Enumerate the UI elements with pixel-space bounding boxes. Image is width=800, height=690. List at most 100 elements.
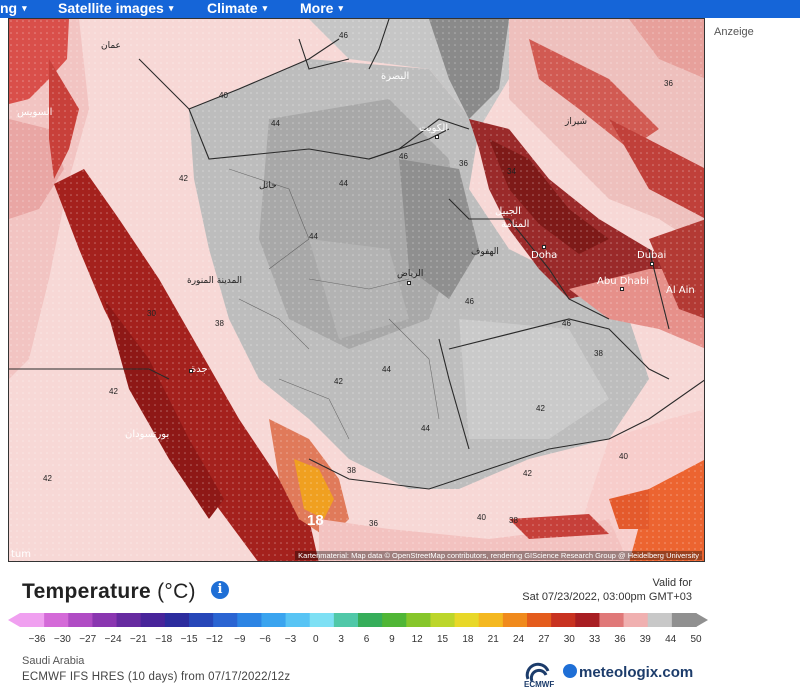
scale-color-step [92,613,118,627]
scale-color-step [44,613,69,627]
temp-value: 42 [179,174,188,183]
city-label: المدينة المنورة [187,276,242,286]
city-label: شيراز [565,117,588,127]
scale-color-step [551,613,576,627]
temp-value: 38 [509,516,518,525]
scale-tick-label: 30 [563,634,575,645]
city-label: بورتسودان [125,429,170,440]
meteologix-icon [563,664,577,678]
city-label: المنامة [501,219,530,230]
city-label: الهفوف [471,247,499,257]
scale-tick-label: 24 [513,634,525,645]
chevron-down-icon: ▾ [262,3,268,13]
info-icon[interactable]: i [211,581,229,599]
scale-color-step [237,613,263,627]
scale-color-step [478,613,504,627]
scale-color-step [358,613,383,627]
city-label: الرياض [397,269,424,279]
temp-value: 44 [382,365,391,374]
scale-tick-label: 15 [436,634,449,645]
scale-color-step [213,613,238,627]
scale-tick-label: −24 [104,634,122,645]
temp-value: 34 [507,167,516,176]
map-canvas [9,19,704,561]
scale-tick-label: −18 [155,634,173,645]
scale-tick-label: 18 [462,634,474,645]
meteologix-logo[interactable]: meteologix.com [563,664,693,681]
temp-value: 42 [43,474,52,483]
scale-color-step [575,613,601,627]
scale-color-step [116,613,142,627]
scale-color-step [20,613,45,627]
scale-tick-label: 33 [589,634,601,645]
scale-tick-label: −27 [79,634,97,645]
city-marker [650,262,654,266]
valid-for-label: Valid for [652,577,692,589]
city-label: Dubai [637,250,667,261]
temperature-color-scale [8,613,708,627]
scale-color-step [382,613,407,627]
scale-color-step [285,613,311,627]
scale-tick-label: 50 [690,634,702,645]
scale-arrow-left [8,613,20,627]
temp-value: 38 [215,319,224,328]
model-run-label: ECMWF IFS HRES (10 days) from 07/17/2022… [22,671,291,683]
scale-color-step [671,613,697,627]
chevron-down-icon: ▾ [22,3,27,13]
nav-item-climate[interactable]: Climate ▾ [207,0,267,18]
scale-tick-label: 39 [639,634,651,645]
scale-color-step [527,613,552,627]
ecmwf-text: ECMWF [524,680,555,689]
legend-title: Temperature (°C) [22,580,196,604]
city-marker [620,287,624,291]
nav-item-satellite-images[interactable]: Satellite images ▾ [58,0,173,18]
temperature-map[interactable]: Doha Dubai Abu Dhabi Al Ain الرياض الكوي… [8,18,705,562]
nav-item-label: ng [0,0,18,16]
city-label: البصرة [381,71,410,82]
chevron-down-icon: ▾ [168,3,174,13]
brand-text: meteologix.com [579,664,694,681]
nav-item-forecast[interactable]: ng ▾ [0,0,27,18]
nav-item-label: More [300,0,334,16]
temp-value: 38 [347,466,356,475]
scale-color-step [454,613,480,627]
top-navigation: ng ▾ Satellite images ▾ Climate ▾ More ▾ [0,0,800,18]
scale-color-step [189,613,214,627]
ad-label: Anzeige [714,26,754,38]
city-label: حائل [259,181,277,191]
temp-value: 40 [477,513,486,522]
temp-value: 44 [309,232,318,241]
temp-value: 36 [459,159,468,168]
city-marker [435,135,439,139]
temp-value: 30 [147,309,156,318]
scale-color-step [430,613,456,627]
temp-value: 38 [594,349,603,358]
ecmwf-logo [525,662,550,682]
scale-color-step [502,613,528,627]
nav-item-label: Climate [207,0,258,16]
scale-tick-label: −36 [28,634,46,645]
city-label: السويس [17,107,53,118]
scale-tick-label: −3 [284,634,297,645]
scale-tick-label: 3 [338,634,344,645]
temp-value: 44 [271,119,280,128]
city-label: Abu Dhabi [597,276,649,287]
scale-tick-label: 21 [487,634,499,645]
scale-color-step [261,613,287,627]
region-label: Saudi Arabia [22,655,85,667]
map-attribution: Kartenmaterial: Map data © OpenStreetMap… [295,551,702,560]
nav-item-more[interactable]: More ▾ [300,0,343,18]
city-label: الجبيل [495,206,521,217]
scale-color-step [68,613,94,627]
city-marker [407,281,411,285]
valid-date: Sat 07/23/2022, 03:00pm GMT+03 [522,591,692,603]
scale-arrow-right [696,613,708,627]
scale-tick-label: 12 [411,634,423,645]
scale-tick-label: −15 [180,634,198,645]
scale-color-step [623,613,649,627]
scale-tick-label: −30 [53,634,71,645]
temp-value: 36 [664,79,673,88]
scale-color-step [647,613,673,627]
city-label: Doha [531,250,558,261]
temp-value: 42 [334,377,343,386]
